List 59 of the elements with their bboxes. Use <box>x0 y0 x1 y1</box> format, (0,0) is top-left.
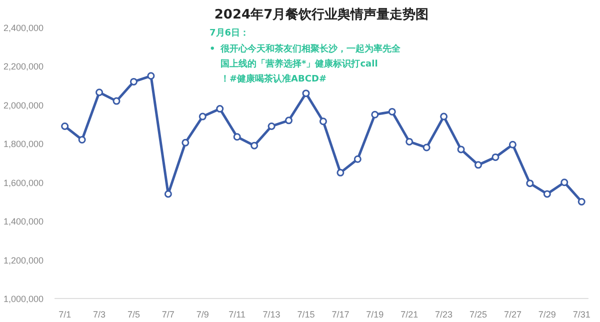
annotation: • <box>210 44 216 54</box>
chart-title: 2024年7月餐饮行业舆情声量走势图 <box>214 6 429 22</box>
point <box>319 118 327 126</box>
annotation: 很开心今天和茶友们相聚长沙，一起为率先全国上线的「营养选择*」健康标识打call！#健康喝茶认准ABCD# <box>220 44 402 84</box>
point <box>130 78 138 86</box>
point <box>285 116 293 124</box>
point <box>492 153 500 161</box>
x-tick-label: 7/23 <box>435 310 453 320</box>
point <box>164 190 172 198</box>
y-tick-label: 1,200,000 <box>3 255 44 266</box>
annotation: 7月6日： <box>210 28 250 38</box>
y-tick-label: 2,200,000 <box>3 62 44 72</box>
x-tick-label: 7/5 <box>127 310 140 320</box>
y-tick-label: 1,600,000 <box>3 178 44 188</box>
y-tick-label: 2,000,000 <box>3 100 44 110</box>
x-tick-label: 7/21 <box>400 310 418 320</box>
x-tick-label: 7/3 <box>93 310 106 320</box>
point <box>457 146 465 154</box>
y-tick-label: 1,800,000 <box>3 139 44 150</box>
point <box>560 178 568 186</box>
point <box>388 108 396 116</box>
y-tick-label: 1,000,000 <box>3 294 44 304</box>
point <box>371 110 379 118</box>
x-tick-label: 7/25 <box>469 310 488 320</box>
point <box>578 198 586 206</box>
point <box>198 112 206 120</box>
x-tick-label: 7/15 <box>297 310 315 320</box>
point <box>508 140 516 148</box>
point <box>112 97 120 105</box>
x-tick-label: 7/7 <box>162 310 174 320</box>
point <box>268 122 276 130</box>
x-tick-label: 7/19 <box>366 310 384 320</box>
point <box>543 190 551 198</box>
x-tick-label: 7/13 <box>262 310 280 320</box>
point <box>182 138 190 146</box>
x-tick-label: 7/1 <box>58 310 72 320</box>
x-tick-label: 7/29 <box>538 310 556 320</box>
point <box>336 168 344 176</box>
point <box>147 72 155 80</box>
x-tick-label: 7/11 <box>228 310 246 320</box>
x-tick-label: 7/17 <box>332 310 350 320</box>
point <box>233 133 241 141</box>
x-tick-label: 7/9 <box>196 310 209 320</box>
point <box>354 155 362 163</box>
point <box>422 144 430 152</box>
point <box>216 105 224 113</box>
y-tick-label: 1,400,000 <box>3 216 44 227</box>
point <box>96 88 104 96</box>
point <box>440 112 448 120</box>
point <box>474 161 482 169</box>
point <box>406 138 414 146</box>
point <box>61 122 69 130</box>
y-tick-label: 2,400,000 <box>3 23 44 33</box>
point <box>250 142 258 150</box>
x-tick-label: 7/27 <box>504 310 522 320</box>
x-tick-label: 7/31 <box>572 310 590 320</box>
point <box>526 180 534 188</box>
point <box>302 90 310 98</box>
point <box>78 136 86 144</box>
